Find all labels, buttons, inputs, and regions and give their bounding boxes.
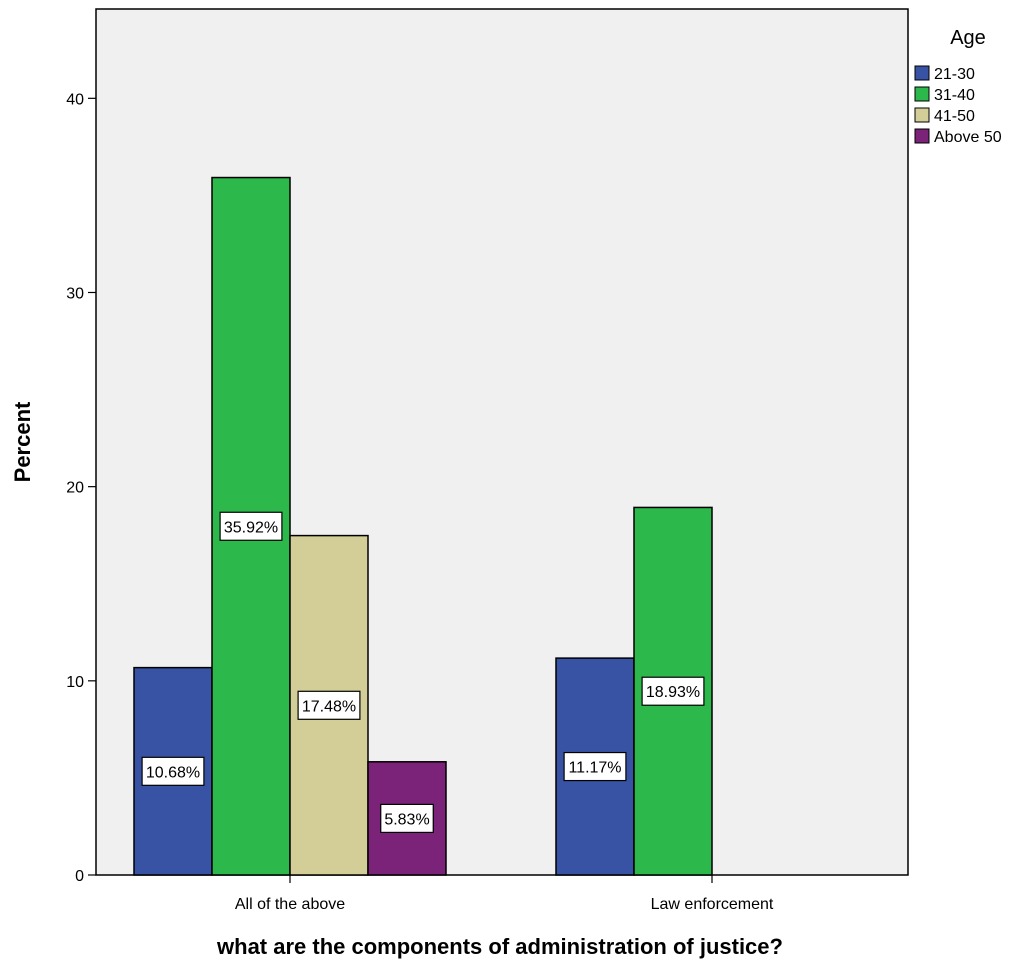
data-labels-group: 10.68% 35.92% 17.48% 5.83% 11.17% 18.93%: [141, 511, 705, 833]
data-label-box: [141, 756, 205, 786]
data-label: 17.48%: [302, 698, 356, 715]
y-tick-label: 0: [75, 868, 84, 885]
y-tick-label: 40: [66, 91, 84, 108]
y-tick-label: 20: [66, 480, 84, 497]
data-label: 18.93%: [646, 684, 700, 701]
data-label: 11.17%: [568, 760, 621, 777]
x-axis: All of the above Law enforcement: [235, 875, 774, 913]
data-label-box: [380, 803, 434, 833]
data-label: 5.83%: [384, 811, 429, 828]
y-axis-title: Percent: [10, 401, 35, 482]
y-tick-label: 30: [66, 285, 84, 302]
legend-label: 21-30: [934, 66, 975, 83]
data-label: 10.68%: [146, 764, 200, 781]
x-tick-label: All of the above: [235, 896, 345, 913]
legend-label: 31-40: [934, 87, 975, 104]
data-label: 35.92%: [224, 519, 278, 536]
y-tick-label: 10: [66, 674, 84, 691]
legend-swatch: [914, 65, 930, 81]
legend-swatch: [914, 107, 930, 123]
data-label-box: [297, 690, 361, 720]
y-axis: 0 10 20 30 40: [66, 91, 96, 885]
legend-swatch: [914, 86, 930, 102]
legend-label: 41-50: [934, 108, 975, 125]
legend-title: Age: [950, 27, 986, 49]
data-label-box: [563, 751, 627, 782]
legend: Age 21-30 31-40 41-50 Above 50: [914, 27, 1002, 146]
x-axis-title: what are the components of administratio…: [216, 934, 783, 959]
data-label-box: [641, 676, 705, 706]
x-tick-label: Law enforcement: [651, 896, 774, 913]
legend-swatch: [914, 128, 930, 144]
legend-label: Above 50: [934, 129, 1002, 146]
data-label-box: [219, 511, 283, 541]
